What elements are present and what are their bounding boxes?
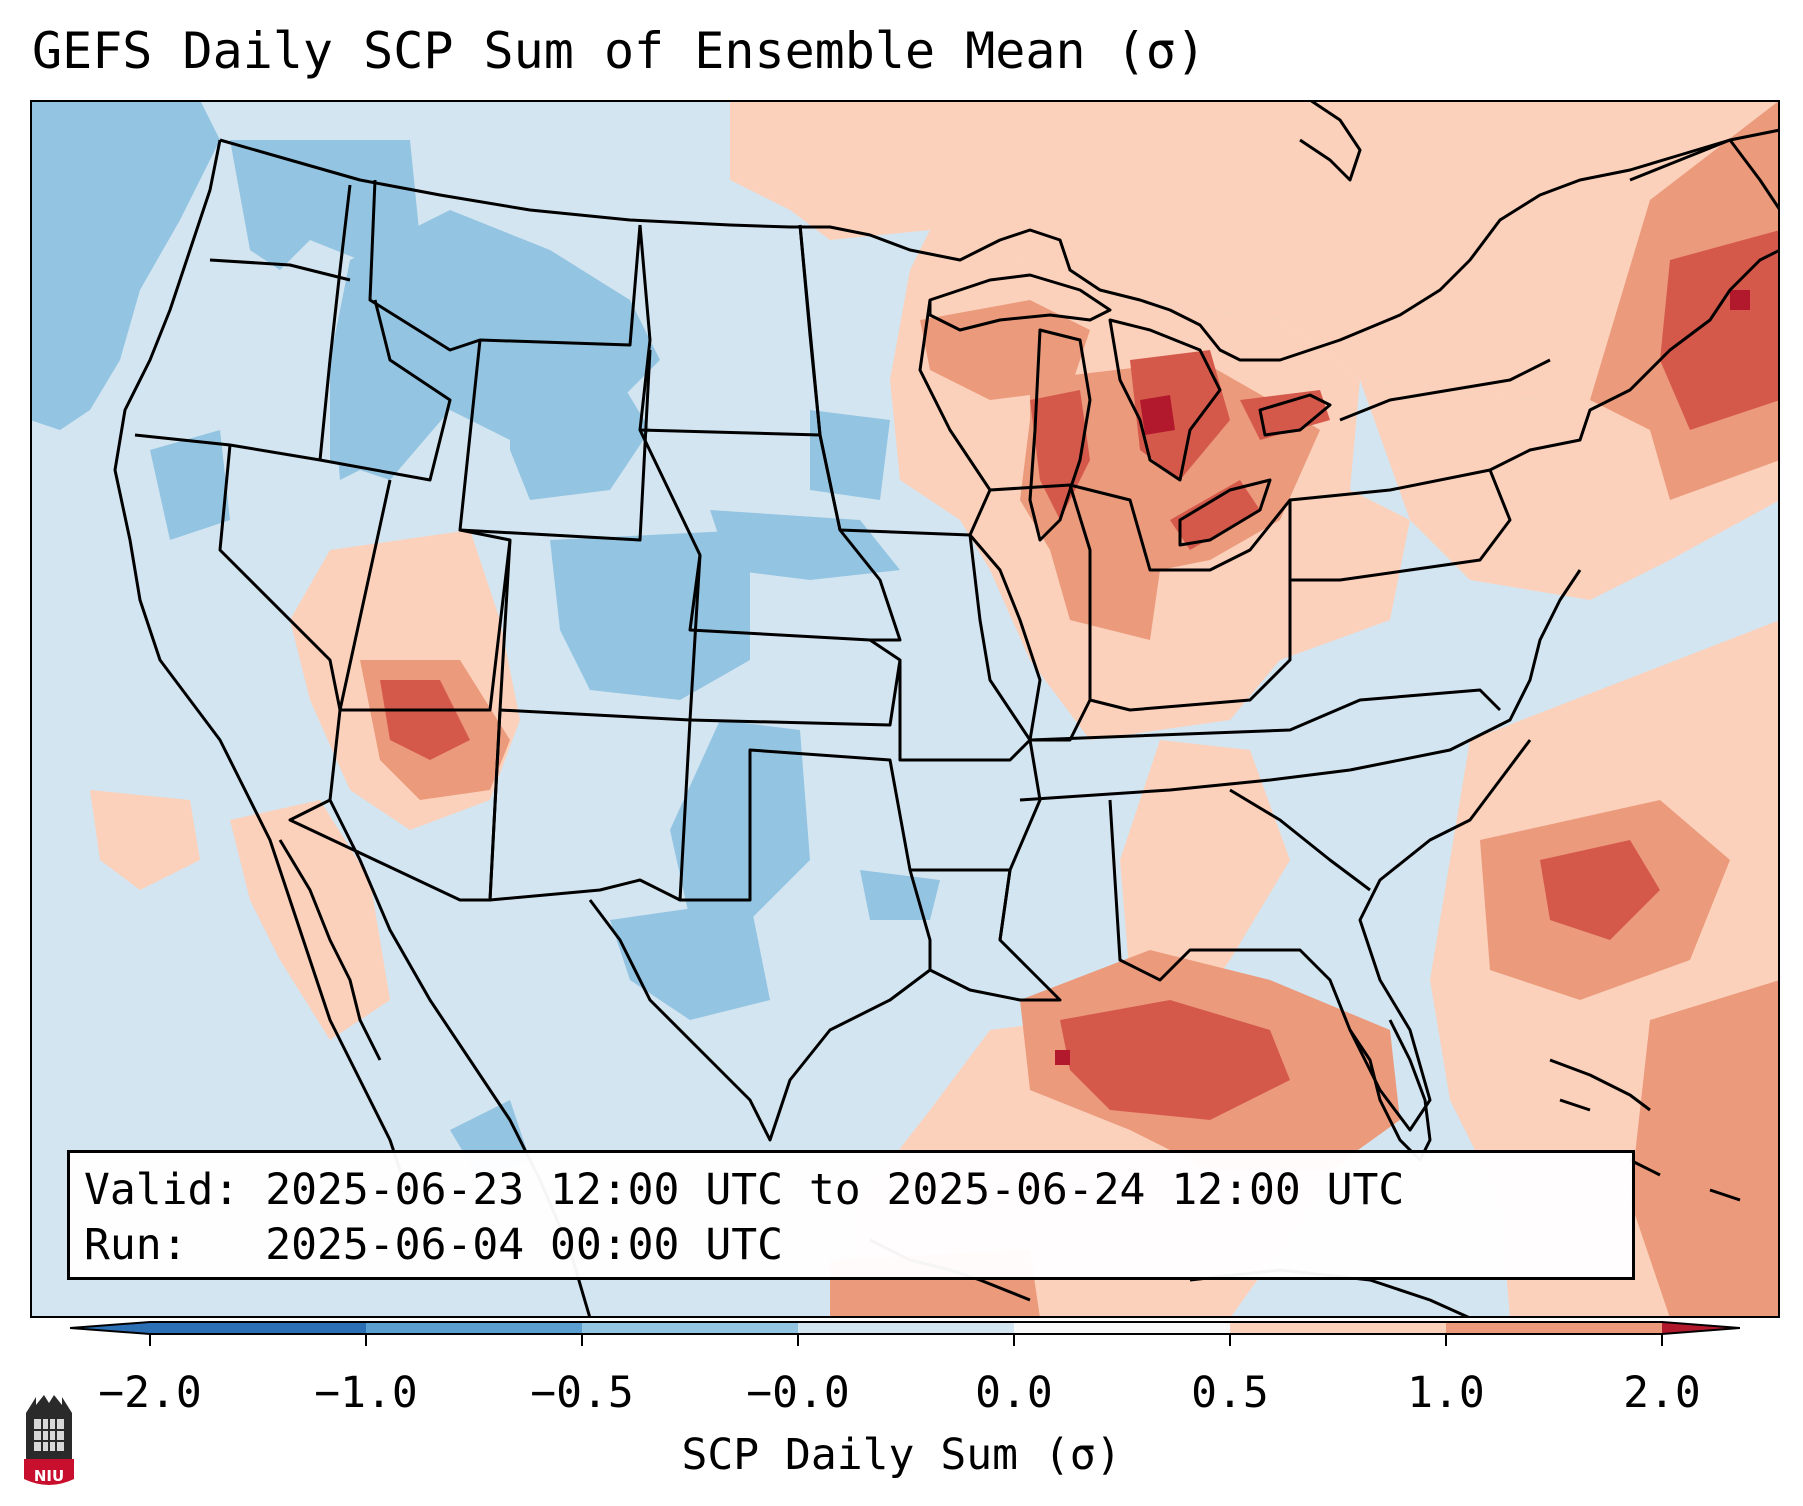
wyoming-blue	[510, 380, 650, 500]
wyoming-outline	[458, 339, 652, 542]
canada-coast	[1629, 138, 1780, 211]
montana-outline	[368, 179, 642, 352]
hudson-bay-coast	[1299, 100, 1362, 182]
valid-line: Valid: 2025-06-23 12:00 UTC to 2025-06-2…	[84, 1163, 1632, 1218]
tick-label-neg-0: −0.0	[746, 1368, 850, 1418]
colorbar-segment-2	[366, 1322, 582, 1334]
lake-michigan	[1028, 328, 1092, 542]
valid-label: Valid:	[84, 1165, 240, 1215]
tick-label-2: 2.0	[1623, 1368, 1701, 1418]
run-label: Run:	[84, 1220, 188, 1270]
california-coast-blue	[150, 430, 230, 540]
lake-ontario	[1258, 393, 1332, 437]
new-mexico-blue	[670, 720, 810, 920]
oklahoma-texas-outline	[588, 748, 932, 1142]
lake-huron	[1108, 318, 1222, 482]
lake-superior	[928, 273, 1112, 332]
colorado-outline	[498, 539, 702, 722]
tick-label-neg-1: −1.0	[314, 1368, 418, 1418]
gulf-dark-red	[1055, 1050, 1070, 1065]
tick-label-0: 0.0	[975, 1368, 1053, 1418]
colorbar-segment-6	[1230, 1322, 1446, 1334]
colorbar-segment-1	[150, 1322, 366, 1334]
kansas-oklahoma-border	[689, 659, 902, 727]
run-line: Run: 2025-06-04 00:00 UTC	[84, 1218, 1632, 1273]
positive-anomaly-regions	[90, 100, 1780, 1318]
canada-north-red	[730, 100, 1780, 400]
idaho-outline	[318, 184, 452, 482]
bahamas-islands	[1549, 1058, 1741, 1202]
kentucky-tennessee-outline	[1029, 688, 1502, 742]
atlantic-east-medium-red	[1630, 980, 1780, 1318]
gulf-red-core	[1060, 1000, 1290, 1120]
michigan-dark-red	[1140, 395, 1175, 435]
geographic-outlines	[113, 100, 1780, 1318]
tick-label-1: 1.0	[1407, 1368, 1485, 1418]
valid-value: 2025-06-23 12:00 UTC to 2025-06-24 12:00…	[265, 1165, 1405, 1215]
indiana-ohio-outline	[1069, 483, 1292, 712]
carolina-virginia-coast	[1349, 569, 1582, 772]
lake-superior-medium-red	[920, 300, 1090, 400]
colorbar	[70, 1321, 1740, 1346]
new-mexico-outline	[488, 709, 692, 902]
southwest-red-core	[380, 680, 470, 760]
georgia-carolina-border	[1229, 788, 1371, 892]
mississippi-river	[968, 534, 1042, 941]
colorbar-extend-max	[1662, 1322, 1740, 1334]
colorbar-extend-min	[70, 1322, 150, 1334]
nebraska-blue	[710, 510, 900, 580]
negative-anomaly-regions	[30, 100, 940, 1180]
new-england-outline	[1489, 248, 1780, 472]
west-texas-blue	[610, 900, 770, 1020]
nebraska-kansas-outline	[638, 429, 902, 642]
colorbar-ticks	[149, 1334, 1663, 1346]
alabama-georgia-outline	[1108, 739, 1532, 1132]
scp-map	[30, 100, 1780, 1318]
maine-dark-red	[1730, 290, 1750, 310]
niu-logo-text: NIU	[33, 1467, 65, 1485]
missouri-outline	[869, 534, 1032, 762]
california-nevada-border	[218, 444, 342, 711]
colorbar-label: SCP Daily Sum (σ)	[681, 1430, 1122, 1480]
map-panel[interactable]	[30, 100, 1780, 1318]
colorbar-segment-5	[1014, 1322, 1230, 1334]
tick-label-0-5: 0.5	[1191, 1368, 1269, 1418]
new-england-red	[1660, 230, 1780, 430]
washington-oregon-border	[209, 258, 351, 282]
niu-logo-icon	[24, 1395, 74, 1485]
pennsylvania-ny-outline	[1289, 468, 1512, 582]
lake-huron-red	[1130, 350, 1230, 480]
idaho-west-blue	[330, 350, 390, 480]
colorbar-segment-4	[798, 1322, 1014, 1334]
pacific-red-speckle	[90, 790, 200, 890]
us-canada-border	[219, 128, 1780, 362]
run-value: 2025-06-04 00:00 UTC	[265, 1220, 783, 1270]
niu-logo: NIU	[20, 1393, 78, 1489]
lake-erie	[1178, 478, 1272, 547]
west-coast	[113, 139, 412, 1201]
lake-erie-red	[1170, 480, 1260, 550]
validity-info-box: Valid: 2025-06-23 12:00 UTC to 2025-06-2…	[67, 1150, 1635, 1280]
pacific-nw-ocean-blue	[30, 100, 220, 430]
utah-outline	[338, 479, 512, 712]
ny-canada-border	[1339, 358, 1551, 422]
colorbar-segment-3	[582, 1322, 798, 1334]
map-title: GEFS Daily SCP Sum of Ensemble Mean (σ)	[32, 22, 1206, 80]
great-lakes-medium-red	[1020, 360, 1320, 640]
tennessee-south-border	[1019, 768, 1351, 802]
tick-label-neg-2: −2.0	[98, 1368, 202, 1418]
minnesota-iowa-outline	[798, 224, 992, 537]
baja-peninsula	[278, 839, 382, 1061]
dakotas-blue	[810, 410, 890, 500]
colorbar-segment-7	[1446, 1322, 1662, 1334]
atlantic-red-core	[1540, 840, 1660, 940]
tick-label-neg-0-5: −0.5	[530, 1368, 634, 1418]
